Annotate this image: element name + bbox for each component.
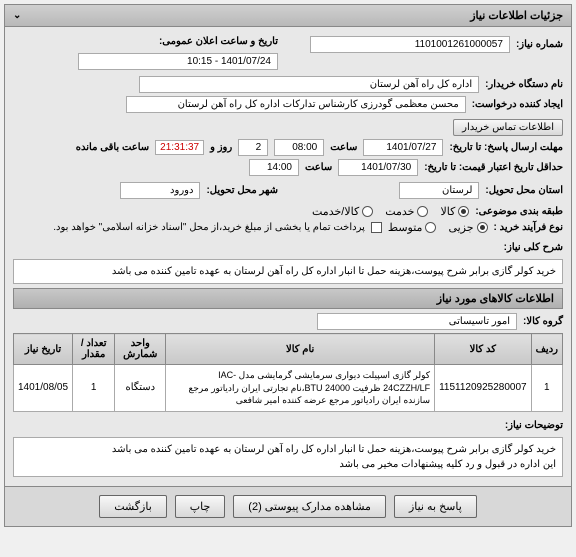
contact-info-button[interactable]: اطلاعات تماس خریدار bbox=[453, 119, 563, 136]
validity-date: 1401/07/30 bbox=[338, 159, 418, 176]
panel-title: جزئیات اطلاعات نیاز bbox=[470, 9, 563, 22]
validity-label: حداقل تاریخ اعتبار قیمت: تا تاریخ: bbox=[424, 162, 563, 173]
print-button[interactable]: چاپ bbox=[175, 495, 226, 518]
answer-deadline-date: 1401/07/27 bbox=[363, 139, 443, 156]
radio-dot-icon bbox=[362, 206, 373, 217]
radio-dot-icon bbox=[417, 206, 428, 217]
col-code: کد کالا bbox=[435, 334, 532, 365]
col-date: تاریخ نیاز bbox=[14, 334, 73, 365]
attachments-button[interactable]: مشاهده مدارک پیوستی (2) bbox=[233, 495, 386, 518]
panel-header: جزئیات اطلاعات نیاز ⌄ bbox=[5, 5, 571, 27]
need-details-panel: جزئیات اطلاعات نیاز ⌄ شماره نیاز: 110100… bbox=[4, 4, 572, 527]
delivery-province-label: استان محل تحویل: bbox=[485, 185, 563, 196]
col-row: ردیف bbox=[531, 334, 562, 365]
items-table: ردیف کد کالا نام کالا واحد شمارش تعداد /… bbox=[13, 333, 563, 412]
delivery-province-value: لرستان bbox=[399, 182, 479, 199]
items-panel-title: اطلاعات کالاهای مورد نیاز bbox=[437, 293, 554, 305]
delivery-city-value: دورود bbox=[120, 182, 200, 199]
cell-code: 1151120925280007 bbox=[435, 365, 532, 412]
validity-time: 14:00 bbox=[249, 159, 299, 176]
radio-goods-service[interactable]: کالا/خدمت bbox=[312, 205, 373, 218]
requester-value: محسن معظمی گودرزی کارشناس تدارکات اداره … bbox=[126, 96, 466, 113]
radio-medium-label: متوسط bbox=[388, 221, 423, 234]
days-value: 2 bbox=[238, 139, 268, 156]
group-value: امور تاسیساتی bbox=[317, 313, 517, 330]
category-label: طبقه بندی موضوعی: bbox=[475, 206, 563, 217]
buyer-org-label: نام دستگاه خریدار: bbox=[485, 79, 563, 90]
need-number-label: شماره نیاز: bbox=[516, 39, 563, 50]
category-radio-group: کالا خدمت کالا/خدمت bbox=[312, 205, 469, 218]
countdown-timer: 21:31:37 bbox=[155, 140, 204, 155]
radio-small-label: جزیی bbox=[448, 221, 473, 234]
radio-medium[interactable]: متوسط bbox=[388, 221, 437, 234]
panel-body: شماره نیاز: 1101001261000057 تاریخ و ساع… bbox=[5, 27, 571, 486]
days-label: روز و bbox=[210, 142, 232, 153]
buyer-org-value: اداره کل راه آهن لرستان bbox=[139, 76, 479, 93]
table-row[interactable]: 1 1151120925280007 کولر گازی اسپیلت دیوا… bbox=[14, 365, 563, 412]
radio-dot-icon bbox=[458, 206, 469, 217]
table-header-row: ردیف کد کالا نام کالا واحد شمارش تعداد /… bbox=[14, 334, 563, 365]
radio-small[interactable]: جزیی bbox=[448, 221, 487, 234]
timer-suffix: ساعت باقی مانده bbox=[76, 142, 149, 153]
answer-deadline-label: مهلت ارسال پاسخ: تا تاریخ: bbox=[449, 142, 563, 153]
summary-text: خرید کولر گازی برابر شرح پیوست،هزینه حمل… bbox=[13, 259, 563, 284]
process-type-label: نوع فرآیند خرید : bbox=[494, 222, 563, 233]
collapse-icon[interactable]: ⌄ bbox=[13, 10, 21, 21]
cell-row: 1 bbox=[531, 365, 562, 412]
answer-deadline-time: 08:00 bbox=[274, 139, 324, 156]
delivery-city-label: شهر محل تحویل: bbox=[206, 185, 278, 196]
announce-date-label: تاریخ و ساعت اعلان عمومی: bbox=[159, 36, 278, 47]
radio-goods[interactable]: کالا bbox=[440, 205, 469, 218]
explain-text: خرید کولر گازی برابر شرح پیوست،هزینه حمل… bbox=[13, 437, 563, 477]
answer-button[interactable]: پاسخ به نیاز bbox=[394, 495, 477, 518]
radio-dot-icon bbox=[477, 222, 488, 233]
items-panel-header: اطلاعات کالاهای مورد نیاز bbox=[13, 288, 563, 309]
time-label-2: ساعت bbox=[305, 162, 332, 173]
cell-date: 1401/08/05 bbox=[14, 365, 73, 412]
col-unit: واحد شمارش bbox=[115, 334, 166, 365]
radio-goods-label: کالا bbox=[440, 205, 455, 218]
explain-label: توضیحات نیاز: bbox=[505, 420, 563, 431]
need-number-value: 1101001261000057 bbox=[310, 36, 510, 53]
cell-unit: دستگاه bbox=[115, 365, 166, 412]
cell-name: کولر گازی اسپیلت دیواری سرمایشی گرمایشی … bbox=[166, 365, 435, 412]
radio-dot-icon bbox=[425, 222, 436, 233]
col-name: نام کالا bbox=[166, 334, 435, 365]
radio-service[interactable]: خدمت bbox=[385, 205, 428, 218]
partial-payment-label: پرداخت تمام یا بخشی از مبلغ خرید،از محل … bbox=[53, 222, 365, 233]
requester-label: ایجاد کننده درخواست: bbox=[472, 99, 563, 110]
group-label: گروه کالا: bbox=[523, 316, 563, 327]
back-button[interactable]: بازگشت bbox=[99, 495, 167, 518]
radio-service-label: خدمت bbox=[385, 205, 414, 218]
footer-button-bar: پاسخ به نیاز مشاهده مدارک پیوستی (2) چاپ… bbox=[5, 486, 571, 526]
cell-qty: 1 bbox=[73, 365, 115, 412]
col-qty: تعداد / مقدار bbox=[73, 334, 115, 365]
summary-label: شرح کلی نیاز: bbox=[504, 242, 563, 253]
announce-date-value: 1401/07/24 - 10:15 bbox=[78, 53, 278, 70]
treasury-checkbox[interactable] bbox=[371, 222, 382, 233]
process-radio-group: جزیی متوسط bbox=[388, 221, 488, 234]
time-label-1: ساعت bbox=[330, 142, 357, 153]
radio-goods-service-label: کالا/خدمت bbox=[312, 205, 359, 218]
